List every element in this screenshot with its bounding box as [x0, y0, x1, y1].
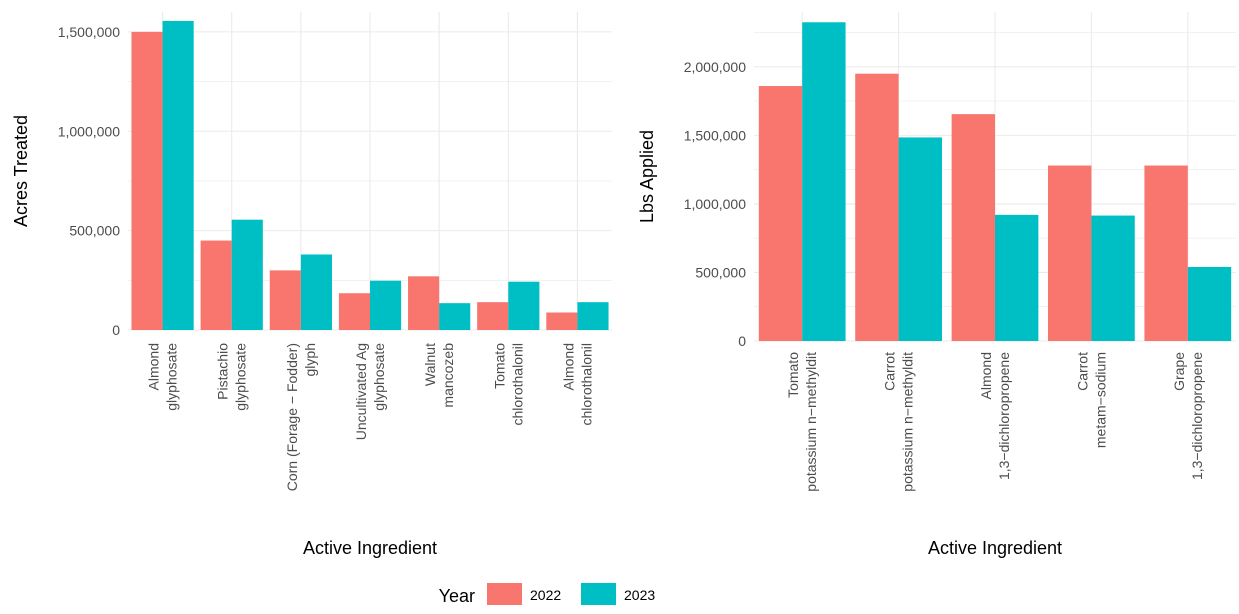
y-tick-label: 1,000,000 [684, 196, 746, 212]
x-tick-label: Almond glyphosate [146, 343, 180, 411]
x-tick-label-line: Corn (Forage − Fodder) [284, 343, 300, 491]
x-tick-label-line: Tomato [491, 343, 507, 389]
bar-2022-3 [338, 293, 370, 330]
bar-2023-1 [231, 219, 263, 330]
x-tick-label-line: Uncultivated Ag [353, 343, 369, 440]
x-tick-label-line: glyphosate [164, 343, 180, 411]
y-tick-label: 2,000,000 [684, 59, 746, 75]
x-axis-title: Active Ingredient [303, 538, 437, 558]
x-tick-label: Tomato chlorothalonil [491, 343, 525, 426]
y-tick-label: 500,000 [695, 264, 746, 280]
x-tick-label: Carrot metam−sodium [1074, 352, 1108, 448]
x-tick-label-line: Carrot [882, 352, 898, 391]
x-tick-label-line: Almond [560, 343, 576, 390]
bar-2023-5 [508, 281, 540, 330]
legend-label-2023: 2023 [624, 587, 655, 603]
x-tick-label-line: potassium n−methyldit [900, 352, 916, 492]
bar-2023-4 [1187, 266, 1232, 341]
x-tick-label: Corn (Forage − Fodder) glyph [284, 343, 318, 491]
bar-2022-5 [477, 302, 509, 330]
x-tick-label-line: Pistachio [215, 343, 231, 400]
x-tick-label: Carrot potassium n−methyldit [882, 352, 916, 492]
x-tick-label-line: mancozeb [440, 343, 456, 408]
x-tick-label: Walnut mancozeb [422, 343, 456, 408]
legend-swatch-2022 [487, 583, 522, 605]
chart-panel-lbs: 0 500,000 1,000,000 1,500,000 2,000,000 Tomat… [637, 12, 1236, 558]
x-tick-label-line: Grape [1171, 352, 1187, 391]
bar-2022-6 [546, 312, 578, 330]
bar-2022-1 [200, 240, 232, 330]
x-tick-label: Grape 1,3−dichloropropene [1171, 352, 1205, 480]
bar-2023-6 [577, 302, 609, 330]
y-tick-label: 0 [112, 322, 120, 338]
bar-2022-3 [1048, 165, 1092, 341]
x-tick-label-line: potassium n−methyldit [803, 352, 819, 492]
x-tick-label-line: glyphosate [371, 343, 387, 411]
x-tick-label: Almond 1,3−dichloropropene [978, 352, 1012, 480]
y-axis-title: Acres Treated [11, 115, 31, 227]
x-tick-label: Tomato potassium n−methyldit [785, 352, 819, 492]
x-tick-label: Pistachio glyphosate [215, 343, 249, 411]
x-tick-label-line: Carrot [1074, 352, 1090, 391]
y-tick-label: 0 [738, 333, 746, 349]
x-tick-label-line: 1,3−dichloropropene [1189, 352, 1205, 480]
x-tick-label-line: Almond [978, 352, 994, 399]
bar-2023-3 [370, 280, 402, 330]
bar-2022-0 [758, 86, 803, 342]
bar-2023-0 [162, 20, 194, 330]
bar-2022-2 [269, 270, 301, 330]
legend-label-2022: 2022 [530, 587, 561, 603]
x-tick-label-line: Walnut [422, 343, 438, 386]
bar-2022-0 [131, 31, 163, 330]
bar-2023-0 [802, 22, 846, 341]
x-tick-label-line: glyph [302, 343, 318, 376]
x-tick-label-line: Almond [146, 343, 162, 390]
bar-2022-4 [1144, 165, 1188, 341]
bar-2023-4 [439, 303, 471, 330]
x-tick-label-line: chlorothalonil [578, 343, 594, 426]
y-tick-label: 500,000 [69, 223, 120, 239]
legend-swatch-2023 [581, 583, 616, 605]
y-tick-label: 1,500,000 [684, 127, 746, 143]
y-tick-label: 1,500,000 [58, 24, 120, 40]
x-tick-label-line: metam−sodium [1092, 352, 1108, 448]
legend-title: Year [439, 586, 475, 606]
bar-2023-1 [898, 137, 942, 341]
x-tick-label-line: Tomato [785, 352, 801, 398]
x-tick-label: Almond chlorothalonil [560, 343, 594, 426]
bar-2023-2 [995, 214, 1039, 341]
x-tick-label-line: chlorothalonil [509, 343, 525, 426]
x-axis-title: Active Ingredient [928, 538, 1062, 558]
bar-2023-3 [1091, 215, 1135, 341]
bar-2022-2 [951, 114, 995, 342]
x-tick-label: Uncultivated Ag glyphosate [353, 343, 387, 441]
bar-2022-1 [855, 73, 899, 341]
y-tick-label: 1,000,000 [58, 123, 120, 139]
x-tick-label-line: 1,3−dichloropropene [996, 352, 1012, 480]
bar-2022-4 [408, 276, 440, 330]
x-tick-label-line: glyphosate [233, 343, 249, 411]
y-axis-title: Lbs Applied [637, 130, 657, 223]
legend: Year 2022 2023 [439, 583, 655, 606]
bar-2023-2 [300, 254, 332, 330]
